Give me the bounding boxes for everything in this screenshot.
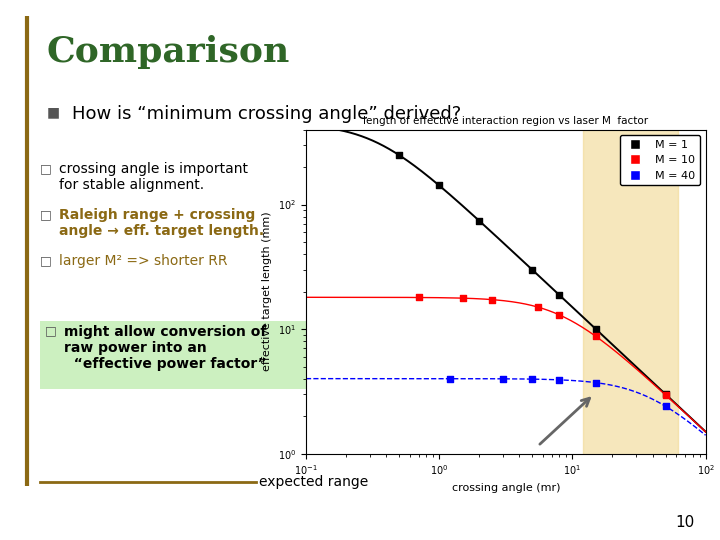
Title: length of effective interaction region vs laser M  factor: length of effective interaction region v… [363,116,649,126]
Point [497,374,508,383]
Point [554,375,565,384]
Text: ■: ■ [47,105,60,119]
Point [444,374,456,383]
Point [433,181,445,190]
Text: How is “minimum crossing angle” derived?: How is “minimum crossing angle” derived? [72,105,462,123]
Text: crossing angle is important
for stable alignment.: crossing angle is important for stable a… [59,162,248,192]
Point [532,303,544,312]
Point [660,390,671,399]
Text: larger M² => shorter RR: larger M² => shorter RR [59,254,228,268]
Point [590,325,602,333]
Legend: M = 1, M = 10, M = 40: M = 1, M = 10, M = 40 [620,135,700,185]
Point [457,294,469,302]
Point [526,375,538,383]
Point [660,402,671,410]
Text: 10: 10 [675,515,695,530]
Text: □: □ [40,208,51,221]
Point [474,217,485,225]
Point [554,310,565,319]
Point [590,379,602,387]
Point [660,390,671,399]
X-axis label: crossing angle (mr): crossing angle (mr) [451,483,560,492]
Bar [583,117,678,460]
Text: Raleigh range + crossing
angle → eff. target length.: Raleigh range + crossing angle → eff. ta… [59,208,264,238]
Text: Comparison: Comparison [47,35,290,69]
Point [526,266,538,274]
Text: expected range: expected range [259,475,369,489]
Text: □: □ [40,254,51,267]
Point [554,291,565,300]
Point [487,295,498,304]
Point [413,293,424,302]
Y-axis label: effective target length (mm): effective target length (mm) [262,212,272,372]
Text: might allow conversion of
raw power into an
  “effective power factor”: might allow conversion of raw power into… [63,325,266,371]
Text: □: □ [45,325,57,338]
Text: □: □ [40,162,51,175]
Point [393,151,405,159]
Point [590,332,602,341]
